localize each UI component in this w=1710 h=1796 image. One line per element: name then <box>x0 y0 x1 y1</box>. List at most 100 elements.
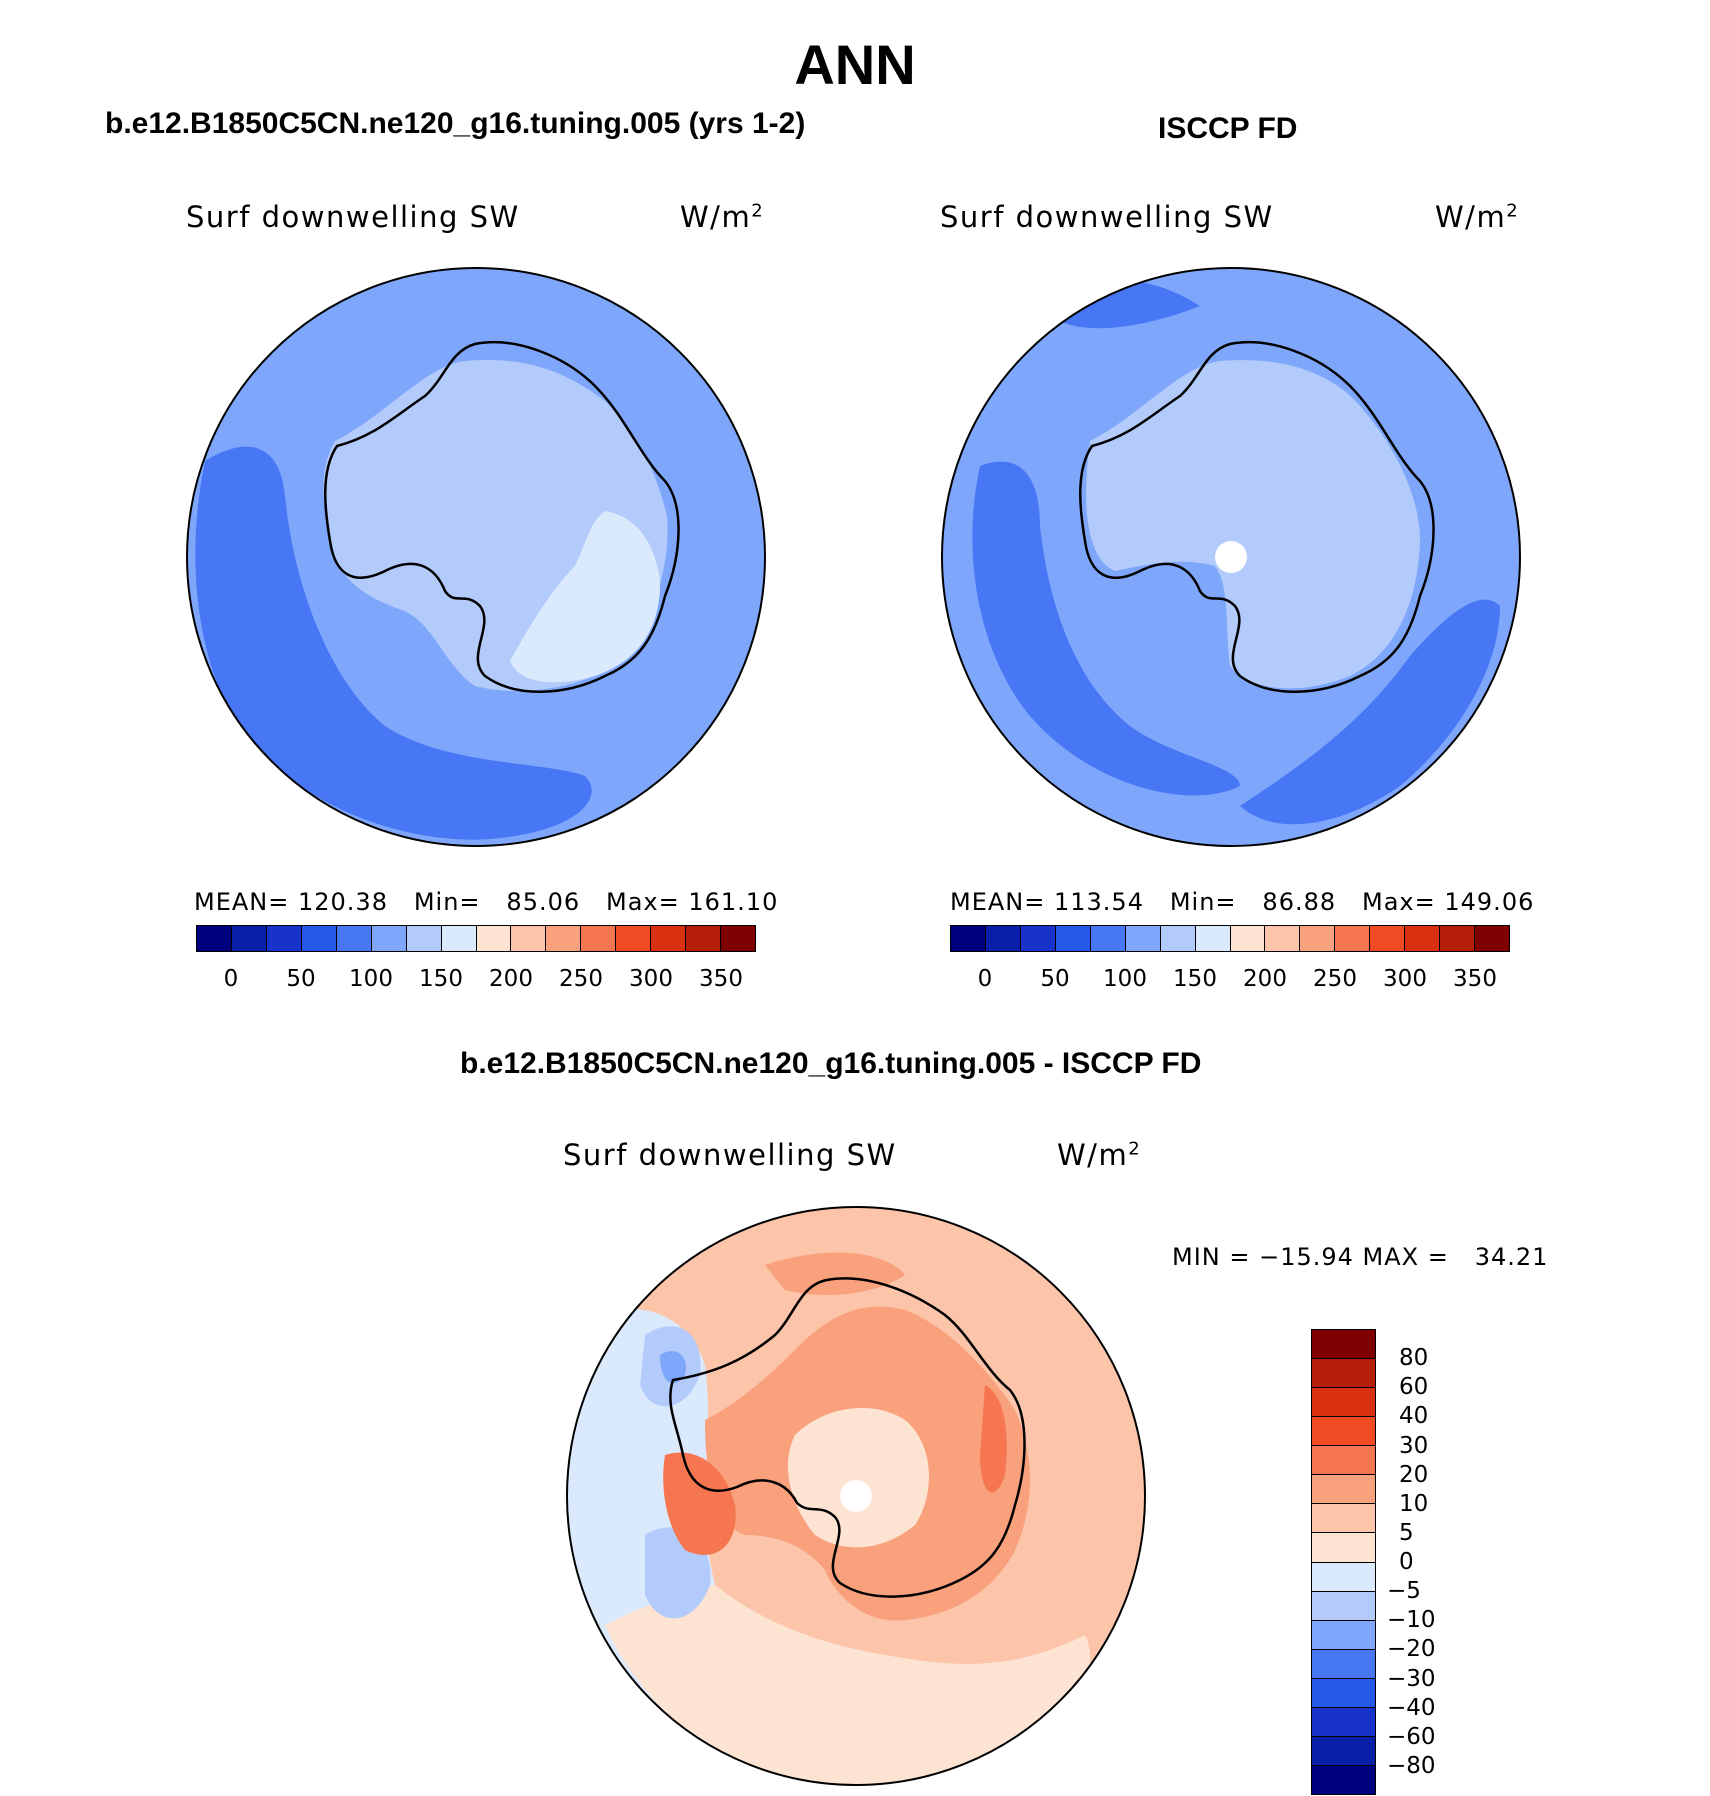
colorbar-swatch <box>371 926 407 951</box>
model-colorbar <box>196 925 756 952</box>
colorbar-tick-label: 0 <box>223 966 239 992</box>
diff-hot-west-coast <box>663 1452 736 1555</box>
colorbar-tick-label: 5 <box>1399 1519 1414 1546</box>
colorbar-swatch <box>1265 926 1301 951</box>
diff-colorbar-ticks: 80 60 40 30 20 10 5 0 −5 −10 −20 −30 −40 −60 −80 <box>1387 1329 1467 1795</box>
colorbar-tick-label: 50 <box>286 966 316 992</box>
colorbar-swatch <box>1312 1417 1375 1447</box>
diff-units: W/m2 <box>1057 1138 1142 1172</box>
colorbar-tick-label: 150 <box>419 966 463 992</box>
diff-panel-title: b.e12.B1850C5CN.ne120_g16.tuning.005 - I… <box>460 1047 1202 1080</box>
obs-panel-title: ISCCP FD <box>1158 112 1298 145</box>
obs-field-name: Surf downwelling SW <box>940 200 1274 234</box>
colorbar-tick-label: 80 <box>1399 1345 1429 1372</box>
obs-colorbar <box>950 925 1510 952</box>
colorbar-tick-label: 0 <box>977 966 993 992</box>
colorbar-tick-label: 350 <box>699 966 743 992</box>
colorbar-swatch <box>581 926 617 951</box>
model-polar-map <box>186 267 766 847</box>
colorbar-swatch <box>1312 1533 1375 1563</box>
colorbar-swatch <box>1090 926 1126 951</box>
colorbar-swatch <box>1312 1678 1375 1708</box>
model-low-sw-band <box>195 446 592 840</box>
colorbar-tick-label: 200 <box>489 966 533 992</box>
colorbar-tick-label: −10 <box>1387 1607 1436 1634</box>
colorbar-swatch <box>1312 1620 1375 1650</box>
colorbar-swatch <box>616 926 652 951</box>
colorbar-tick-label: 200 <box>1243 966 1287 992</box>
colorbar-tick-label: 100 <box>349 966 393 992</box>
diff-neutral-south <box>605 1585 1090 1785</box>
diff-colorbar <box>1311 1329 1376 1795</box>
colorbar-tick-label: 350 <box>1453 966 1497 992</box>
model-panel-title: b.e12.B1850C5CN.ne120_g16.tuning.005 (yr… <box>105 107 806 140</box>
colorbar-swatch <box>546 926 582 951</box>
diff-coastline <box>669 1277 1026 1598</box>
colorbar-tick-label: 250 <box>1313 966 1357 992</box>
colorbar-swatch <box>1312 1330 1375 1360</box>
diff-stats: MIN = −15.94 MAX = 34.21 <box>1172 1243 1549 1271</box>
obs-units: W/m2 <box>1435 200 1520 234</box>
colorbar-swatch <box>1475 926 1509 951</box>
colorbar-swatch <box>1312 1765 1375 1794</box>
diff-pole-hole <box>840 1480 872 1512</box>
colorbar-swatch <box>1312 1504 1375 1534</box>
colorbar-swatch <box>231 926 267 951</box>
colorbar-tick-label: −30 <box>1387 1665 1436 1692</box>
colorbar-swatch <box>511 926 547 951</box>
colorbar-tick-label: 50 <box>1040 966 1070 992</box>
obs-coastline <box>1078 341 1435 693</box>
obs-interior-field <box>1086 360 1420 689</box>
colorbar-tick-label: 250 <box>559 966 603 992</box>
obs-stats: MEAN= 113.54 Min= 86.88 Max= 149.06 <box>950 888 1535 916</box>
colorbar-swatch <box>441 926 477 951</box>
colorbar-swatch <box>301 926 337 951</box>
colorbar-swatch <box>1312 1591 1375 1621</box>
colorbar-tick-label: 300 <box>629 966 673 992</box>
colorbar-swatch <box>1312 1388 1375 1418</box>
colorbar-tick-label: 300 <box>1383 966 1427 992</box>
colorbar-swatch <box>1312 1359 1375 1389</box>
colorbar-swatch <box>651 926 687 951</box>
colorbar-swatch <box>266 926 302 951</box>
model-stats: MEAN= 120.38 Min= 85.06 Max= 161.10 <box>194 888 779 916</box>
obs-colorbar-ticks: 0 50 100 150 200 250 300 350 <box>950 966 1510 996</box>
model-coastline <box>323 341 680 693</box>
diff-neutral-center <box>787 1408 929 1548</box>
colorbar-swatch <box>1312 1446 1375 1476</box>
colorbar-tick-label: 10 <box>1399 1490 1429 1517</box>
colorbar-swatch <box>1160 926 1196 951</box>
colorbar-swatch <box>1020 926 1056 951</box>
colorbar-swatch <box>1055 926 1091 951</box>
colorbar-swatch <box>1370 926 1406 951</box>
obs-band-south <box>1240 599 1500 825</box>
colorbar-tick-label: −5 <box>1387 1578 1421 1605</box>
colorbar-swatch <box>1312 1562 1375 1592</box>
colorbar-swatch <box>1312 1649 1375 1679</box>
colorbar-swatch <box>1230 926 1266 951</box>
colorbar-swatch <box>1440 926 1476 951</box>
diff-warm-north <box>765 1252 905 1295</box>
model-east-high-sw <box>510 511 661 683</box>
obs-band-west <box>972 461 1240 796</box>
figure-title: ANN <box>794 33 916 96</box>
colorbar-swatch <box>1335 926 1371 951</box>
colorbar-swatch <box>985 926 1021 951</box>
colorbar-swatch <box>686 926 722 951</box>
colorbar-swatch <box>1405 926 1441 951</box>
colorbar-swatch <box>406 926 442 951</box>
diff-polar-map <box>566 1206 1146 1786</box>
colorbar-swatch <box>1312 1736 1375 1766</box>
colorbar-swatch <box>336 926 372 951</box>
colorbar-tick-label: −20 <box>1387 1636 1436 1663</box>
colorbar-tick-label: 60 <box>1399 1374 1429 1401</box>
colorbar-tick-label: −40 <box>1387 1694 1436 1721</box>
colorbar-swatch <box>197 926 232 951</box>
colorbar-tick-label: 0 <box>1399 1549 1414 1575</box>
colorbar-tick-label: 100 <box>1103 966 1147 992</box>
colorbar-swatch <box>476 926 512 951</box>
colorbar-tick-label: 150 <box>1173 966 1217 992</box>
diff-field-name: Surf downwelling SW <box>563 1138 897 1172</box>
colorbar-tick-label: 30 <box>1399 1432 1429 1459</box>
